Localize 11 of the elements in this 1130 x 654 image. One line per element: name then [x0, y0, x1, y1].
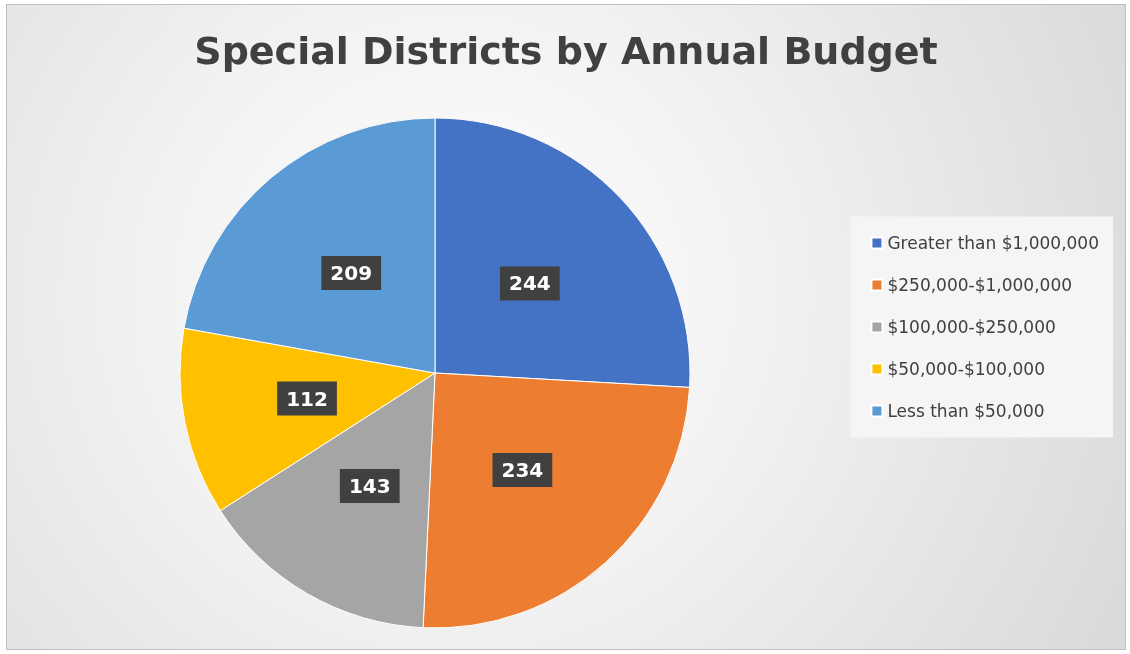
legend-label: Less than $50,000	[887, 401, 1045, 421]
legend-label: $100,000-$250,000	[887, 317, 1056, 337]
legend-label: $50,000-$100,000	[887, 359, 1046, 379]
legend-label: $250,000-$1,000,000	[887, 275, 1073, 295]
data-label: 112	[286, 386, 328, 411]
data-label: 143	[348, 474, 391, 499]
data-label: 244	[508, 271, 551, 296]
legend-label: Greater than $1,000,000	[887, 233, 1100, 253]
data-label: 209	[330, 260, 373, 285]
data-label: 234	[501, 457, 544, 482]
chart-title: Special Districts by Annual Budget	[194, 29, 938, 73]
